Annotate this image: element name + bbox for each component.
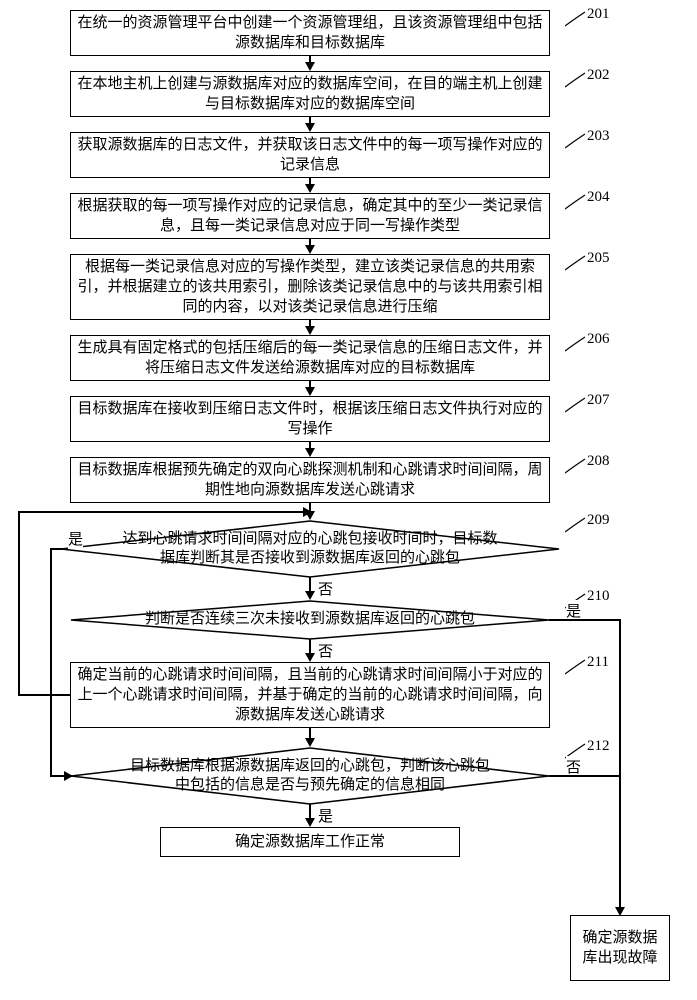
step-202-text: 在本地主机上创建与源数据库对应的数据库空间，在目的端主机上创建与目标数据库对应的… (77, 74, 543, 115)
step-207-text: 目标数据库在接收到压缩日志文件时，根据该压缩日志文件执行对应的写操作 (77, 399, 543, 440)
step-211-num: 211 (565, 658, 595, 681)
flowchart-container: 在统一的资源管理平台中创建一个资源管理组，且该资源管理组中包括源数据库和目标数据… (10, 10, 687, 990)
result-fault: 确定源数据库出现故障 (570, 915, 670, 981)
step-211-text: 确定当前的心跳请求时间间隔，且当前的心跳请求时间间隔小于对应的上一个心跳请求时间… (77, 665, 543, 726)
edge-209-yes: 是 (68, 528, 83, 549)
step-206: 生成具有固定格式的包括压缩后的每一类记录信息的压缩日志文件，并将压缩日志文件发送… (70, 335, 550, 381)
step-202: 在本地主机上创建与源数据库对应的数据库空间，在目的端主机上创建与目标数据库对应的… (70, 71, 550, 117)
edge-210-no: 否 (318, 640, 333, 661)
result-fault-text: 确定源数据库出现故障 (577, 928, 663, 969)
step-207-num: 207 (565, 396, 595, 419)
step-208-num: 208 (565, 457, 595, 480)
step-203: 获取源数据库的日志文件，并获取该日志文件中的每一项写操作对应的记录信息 (70, 132, 550, 178)
step-204-num: 204 (565, 193, 595, 216)
step-201: 在统一的资源管理平台中创建一个资源管理组，且该资源管理组中包括源数据库和目标数据… (70, 10, 550, 56)
step-203-num: 203 (565, 132, 595, 155)
step-206-text: 生成具有固定格式的包括压缩后的每一类记录信息的压缩日志文件，并将压缩日志文件发送… (77, 338, 543, 379)
step-211: 确定当前的心跳请求时间间隔，且当前的心跳请求时间间隔小于对应的上一个心跳请求时间… (70, 662, 550, 728)
step-203-text: 获取源数据库的日志文件，并获取该日志文件中的每一项写操作对应的记录信息 (77, 135, 543, 176)
step-205-text: 根据每一类记录信息对应的写操作类型，建立该类记录信息的共用索引，并根据建立的该共… (77, 257, 543, 318)
edge-210-yes: 是 (566, 600, 581, 621)
decision-212-text: 目标数据库根据源数据库返回的心跳包，判断该心跳包中包括的信息是否与预先确定的信息… (130, 757, 490, 796)
step-208-text: 目标数据库根据预先确定的双向心跳探测机制和心跳请求时间间隔，周期性地向源数据库发… (77, 460, 543, 501)
edge-212-no: 否 (566, 756, 581, 777)
step-202-num: 202 (565, 71, 595, 94)
step-201-text: 在统一的资源管理平台中创建一个资源管理组，且该资源管理组中包括源数据库和目标数据… (77, 13, 543, 54)
decision-210-text: 判断是否连续三次未接收到源数据库返回的心跳包 (145, 610, 475, 630)
step-205: 根据每一类记录信息对应的写操作类型，建立该类记录信息的共用索引，并根据建立的该共… (70, 254, 550, 320)
decision-209-text: 达到心跳请求时间间隔对应的心跳包接收时间时，目标数据库判断其是否接收到源数据库返… (120, 530, 500, 569)
decision-210: 判断是否连续三次未接收到源数据库返回的心跳包 (70, 600, 550, 640)
edge-212-yes: 是 (318, 805, 333, 826)
step-204-text: 根据获取的每一项写操作对应的记录信息，确定其中的至少一类记录信息，且每一类记录信… (77, 196, 543, 237)
step-201-num: 201 (565, 10, 595, 33)
step-205-num: 205 (565, 254, 595, 277)
step-208: 目标数据库根据预先确定的双向心跳探测机制和心跳请求时间间隔，周期性地向源数据库发… (70, 457, 550, 503)
step-206-num: 206 (565, 335, 595, 358)
step-207: 目标数据库在接收到压缩日志文件时，根据该压缩日志文件执行对应的写操作 (70, 396, 550, 442)
step-204: 根据获取的每一项写操作对应的记录信息，确定其中的至少一类记录信息，且每一类记录信… (70, 193, 550, 239)
edge-209-no: 否 (318, 578, 333, 599)
result-normal-text: 确定源数据库工作正常 (235, 832, 385, 852)
result-normal: 确定源数据库工作正常 (160, 827, 460, 857)
decision-212: 目标数据库根据源数据库返回的心跳包，判断该心跳包中包括的信息是否与预先确定的信息… (70, 747, 550, 805)
decision-209: 达到心跳请求时间间隔对应的心跳包接收时间时，目标数据库判断其是否接收到源数据库返… (60, 520, 560, 578)
step-209-num: 209 (565, 516, 595, 539)
